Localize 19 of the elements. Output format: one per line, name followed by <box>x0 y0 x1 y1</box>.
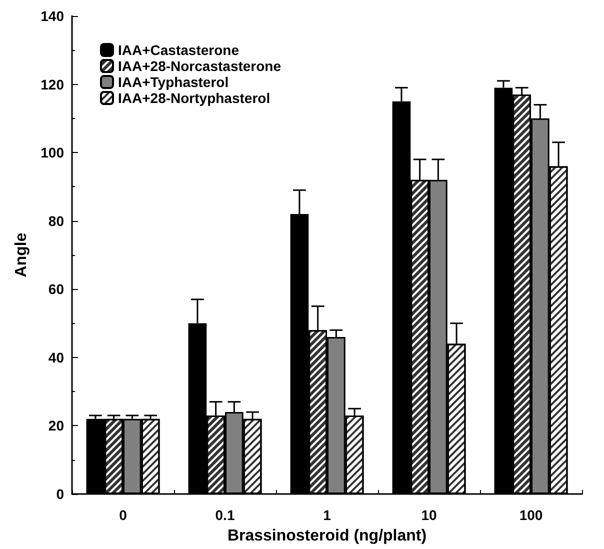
legend-label: IAA+Castasterone <box>118 42 240 58</box>
x-tick-label: 0 <box>119 507 128 523</box>
y-tick-label: 40 <box>48 349 64 366</box>
y-tick-label: 0 <box>56 486 64 502</box>
y-tick-label: 20 <box>48 418 64 434</box>
x-axis-title: Brassinosteroid (ng/plant) <box>227 528 427 544</box>
y-tick-label: 100 <box>40 144 64 161</box>
y-tick-label: 60 <box>48 281 64 298</box>
legend-label: IAA+28-Norcastasterone <box>118 58 282 74</box>
x-tick-label: 0.1 <box>215 507 235 523</box>
y-tick-label: 140 <box>40 8 64 24</box>
y-tick-label: 120 <box>40 76 64 92</box>
legend-label: IAA+Typhasterol <box>118 74 229 90</box>
legend-label: IAA+28-Nortyphasterol <box>118 90 270 106</box>
y-axis-title: Angle <box>13 232 30 278</box>
x-tick-label: 100 <box>519 507 543 523</box>
y-tick-label: 80 <box>48 212 64 229</box>
x-tick-label: 10 <box>421 507 437 523</box>
x-tick-label: 1 <box>323 507 332 523</box>
